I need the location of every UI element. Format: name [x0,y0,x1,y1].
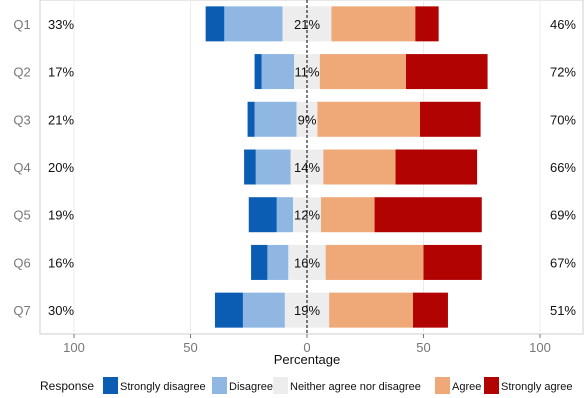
x-tick-label: 100 [529,340,551,355]
left-percent-label: 16% [48,255,74,270]
strongly-agree-bar [413,292,448,328]
right-percent-label: 70% [550,112,576,127]
x-tick-label: 50 [183,340,197,355]
legend-key-disagree [212,377,227,394]
x-axis: 100 50 0 50 100 [63,334,551,355]
right-percent-label: 51% [550,303,576,318]
strongly-agree-bar [406,54,488,90]
category-label: Q7 [13,303,30,318]
legend-title: Response [40,379,94,393]
category-label: Q5 [13,208,30,223]
left-percent-label: 17% [48,65,74,80]
category-label: Q6 [13,255,30,270]
strongly-disagree-bar [244,149,256,185]
legend-key-strongly-agree [484,377,499,394]
bars-layer [205,6,488,328]
legend-label-neither-agree-nor-disagree: Neither agree nor disagree [290,381,421,393]
strongly-disagree-bar [214,292,243,328]
disagree-bar [276,197,294,233]
x-axis-title: Percentage [274,352,341,367]
left-percent-label: 21% [48,112,74,127]
category-label: Q1 [13,17,30,32]
strongly-agree-bar [395,149,478,185]
center-percent-label: 21% [294,17,320,32]
right-percent-label: 46% [550,17,576,32]
agree-bar [323,149,396,185]
disagree-bar [254,101,297,137]
agree-bar [331,6,416,42]
agree-bar [317,101,421,137]
strongly-disagree-bar [248,197,277,233]
strongly-agree-bar [415,6,439,42]
legend-label-strongly-agree: Strongly agree [501,381,573,393]
disagree-bar [261,54,295,90]
x-tick-label: 100 [63,340,85,355]
legend: Response Strongly disagree Disagree Neither… [40,377,573,394]
right-percent-label: 67% [550,255,576,270]
right-percent-label: 69% [550,208,576,223]
legend-label-agree: Agree [452,381,481,393]
center-percent-label: 9% [298,112,317,127]
category-label: Q4 [13,160,30,175]
left-percent-label: 30% [48,303,74,318]
strongly-disagree-bar [205,6,225,42]
strongly-disagree-bar [254,54,262,90]
disagree-bar [224,6,283,42]
right-percent-label: 66% [550,160,576,175]
disagree-bar [255,149,291,185]
strongly-disagree-bar [251,244,268,280]
legend-key-agree [435,377,450,394]
legend-label-strongly-disagree: Strongly disagree [120,381,206,393]
legend-key-neither-agree-nor-disagree [273,377,288,394]
agree-bar [329,292,414,328]
legend-label-disagree: Disagree [229,381,273,393]
left-percent-label: 20% [48,160,74,175]
category-label: Q3 [13,112,30,127]
strongly-agree-bar [420,101,481,137]
x-tick-label: 50 [416,340,430,355]
disagree-bar [242,292,285,328]
neither-agree-nor-disagree-bar [296,101,318,137]
legend-key-strongly-disagree [103,377,118,394]
left-percent-label: 33% [48,17,74,32]
agree-bar [320,197,375,233]
strongly-agree-bar [423,244,482,280]
strongly-agree-bar [374,197,482,233]
x-tick-label: 0 [303,340,310,355]
agree-bar [325,244,424,280]
disagree-bar [267,244,289,280]
agree-bar [319,54,407,90]
category-label: Q2 [13,65,30,80]
right-percent-label: 72% [550,65,576,80]
strongly-disagree-bar [247,101,255,137]
left-percent-label: 19% [48,208,74,223]
